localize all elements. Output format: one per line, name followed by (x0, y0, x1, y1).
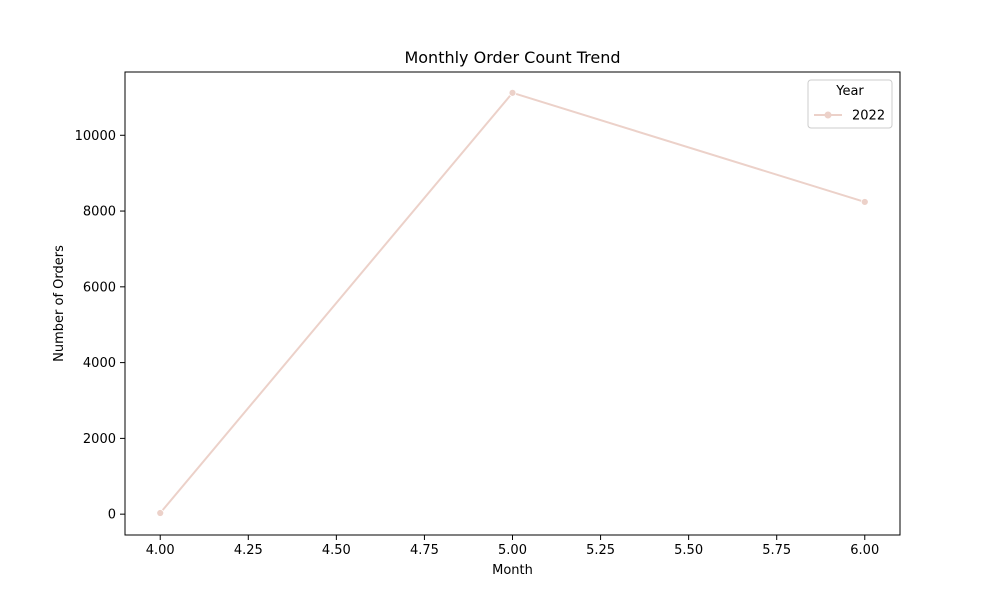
y-tick-label: 8000 (83, 205, 116, 220)
x-tick-label: 6.00 (850, 543, 879, 558)
y-axis-title: Number of Orders (52, 245, 67, 362)
data-point (508, 88, 517, 97)
y-tick-label: 10000 (75, 129, 116, 144)
x-tick-label: 5.75 (762, 543, 791, 558)
x-tick-label: 4.25 (234, 543, 263, 558)
data-point (156, 509, 165, 517)
y-tick-label: 6000 (83, 280, 116, 295)
legend-entry-label: 2022 (852, 109, 885, 124)
y-tick-label: 4000 (83, 356, 116, 371)
legend: Year 2022 (807, 79, 893, 129)
chart-title: Monthly Order Count Trend (404, 48, 620, 67)
series-layer (156, 88, 869, 517)
x-tick-label: 4.50 (322, 543, 351, 558)
x-tick-label: 4.00 (146, 543, 175, 558)
y-tick-label: 0 (108, 508, 116, 523)
x-tick-label: 5.25 (586, 543, 615, 558)
series-line-2022 (159, 91, 866, 514)
plot-area-frame (124, 71, 901, 536)
x-axis: 4.00 4.25 4.50 4.75 5.00 5.25 5.50 5.75 6.00 (146, 535, 879, 558)
x-axis-title: Month (492, 563, 533, 578)
y-tick-label: 2000 (83, 432, 116, 447)
legend-items: 2022 (814, 109, 885, 124)
data-point (860, 198, 869, 206)
legend-title: Year (835, 84, 864, 99)
x-tick-label: 5.50 (674, 543, 703, 558)
x-tick-label: 4.75 (410, 543, 439, 558)
y-axis: 0 2000 4000 6000 8000 10000 (75, 129, 125, 523)
x-tick-label: 5.00 (498, 543, 527, 558)
legend-marker (824, 111, 832, 119)
